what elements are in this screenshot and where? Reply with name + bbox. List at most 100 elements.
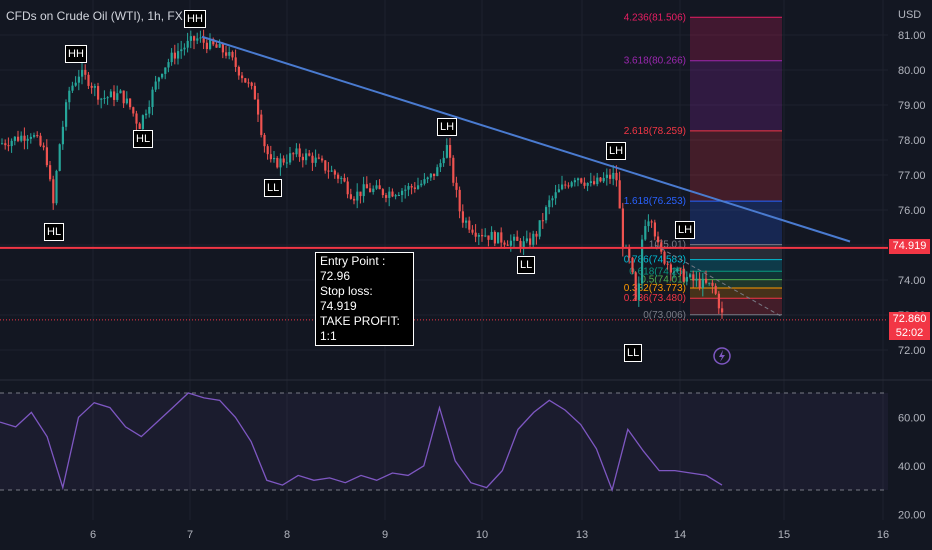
fib-zone xyxy=(690,271,782,280)
candle-body xyxy=(333,170,336,175)
price-tick-label: 72.00 xyxy=(898,345,926,357)
candle-body xyxy=(538,220,541,237)
candle-body xyxy=(10,140,13,147)
candle-body xyxy=(289,153,292,163)
candle-body xyxy=(68,90,71,103)
candle-body xyxy=(84,69,87,75)
fib-level-label: 0.236(73.480) xyxy=(624,293,686,304)
candle-body xyxy=(378,185,381,190)
candle-body xyxy=(231,51,234,58)
candle-body xyxy=(673,271,676,273)
take-profit-text: TAKE PROFIT: 1:1 xyxy=(320,314,400,343)
candle-body xyxy=(545,207,548,221)
candle-body xyxy=(567,185,570,187)
candle-body xyxy=(609,174,612,179)
currency-label: USD xyxy=(898,9,922,21)
candle-body xyxy=(679,268,682,270)
candle-body xyxy=(548,200,551,208)
fib-level-label: 3.618(80.266) xyxy=(624,56,686,67)
fib-zone xyxy=(690,259,782,272)
candle-body xyxy=(113,91,116,100)
candle-body xyxy=(135,113,138,124)
candle-body xyxy=(721,308,724,313)
candle-body xyxy=(458,189,461,212)
candle-body xyxy=(317,157,320,159)
candle-body xyxy=(439,163,442,168)
candle-body xyxy=(484,235,487,237)
candle-body xyxy=(509,240,512,246)
candle-body xyxy=(637,283,640,300)
candle-body xyxy=(151,89,154,107)
candle-body xyxy=(202,37,205,43)
candle-body xyxy=(154,81,157,90)
structure-label: LL xyxy=(517,256,536,274)
candle-body xyxy=(100,98,103,100)
candle-body xyxy=(61,126,64,145)
candle-body xyxy=(55,170,58,204)
candle-body xyxy=(557,189,560,193)
candle-body xyxy=(452,157,455,183)
stop-loss-text: Stop loss: 74.919 xyxy=(320,284,373,313)
candle-body xyxy=(257,99,260,115)
candle-body xyxy=(369,188,372,193)
fib-level-label: 0.5(74.01) xyxy=(640,275,686,286)
candle-body xyxy=(695,278,698,281)
flash-icon xyxy=(713,347,731,365)
candle-body xyxy=(605,174,608,178)
candle-body xyxy=(714,285,717,294)
fib-zone xyxy=(690,201,782,245)
candle-body xyxy=(244,78,247,83)
candle-body xyxy=(39,135,42,146)
structure-label: LH xyxy=(675,221,696,239)
candle-body xyxy=(682,268,685,282)
candle-body xyxy=(90,85,93,88)
candle-body xyxy=(65,102,68,127)
candle-body xyxy=(717,293,720,309)
candle-body xyxy=(356,191,359,201)
candle-body xyxy=(276,157,279,168)
time-axis: 6 7 8 9 10 13 14 15 16 xyxy=(90,529,889,541)
candle-body xyxy=(362,184,365,197)
candle-body xyxy=(209,39,212,50)
candle-body xyxy=(449,145,452,158)
candle-body xyxy=(228,51,231,56)
current-price-value: 72.860 xyxy=(889,312,930,326)
candle-body xyxy=(401,190,404,196)
candle-body xyxy=(170,52,173,63)
candle-body xyxy=(52,179,55,204)
bar-countdown: 52:02 xyxy=(889,326,930,340)
candle-body xyxy=(199,37,202,39)
price-tick-label: 81.00 xyxy=(898,30,926,42)
candle-body xyxy=(212,39,215,45)
rsi-band xyxy=(0,393,888,490)
time-tick-label: 15 xyxy=(778,529,790,541)
candle-body xyxy=(186,40,189,48)
candle-body xyxy=(87,74,90,86)
price-tick-label: 78.00 xyxy=(898,135,926,147)
candle-body xyxy=(20,135,23,141)
candle-body xyxy=(180,49,183,52)
fib-zone xyxy=(690,298,782,315)
candle-body xyxy=(593,181,596,185)
candle-body xyxy=(676,268,679,272)
candle-body xyxy=(349,194,352,199)
candle-body xyxy=(602,177,605,182)
fib-zone xyxy=(690,17,782,61)
fib-level-label: 1.618(76.253) xyxy=(624,196,686,207)
candle-body xyxy=(141,115,144,129)
candle-body xyxy=(292,153,295,155)
candle-body xyxy=(305,153,308,161)
structure-label: HL xyxy=(44,223,65,241)
candle-body xyxy=(161,73,164,78)
candle-body xyxy=(263,134,266,147)
fib-level-label: 0(73.006) xyxy=(643,310,686,321)
fib-level-label: 1(75.01) xyxy=(649,240,686,251)
candle-body xyxy=(129,98,132,108)
candle-body xyxy=(541,220,544,222)
candle-body xyxy=(295,148,298,155)
candle-body xyxy=(311,155,314,163)
candle-body xyxy=(711,282,714,286)
candle-body xyxy=(109,91,112,98)
candle-body xyxy=(420,183,423,186)
